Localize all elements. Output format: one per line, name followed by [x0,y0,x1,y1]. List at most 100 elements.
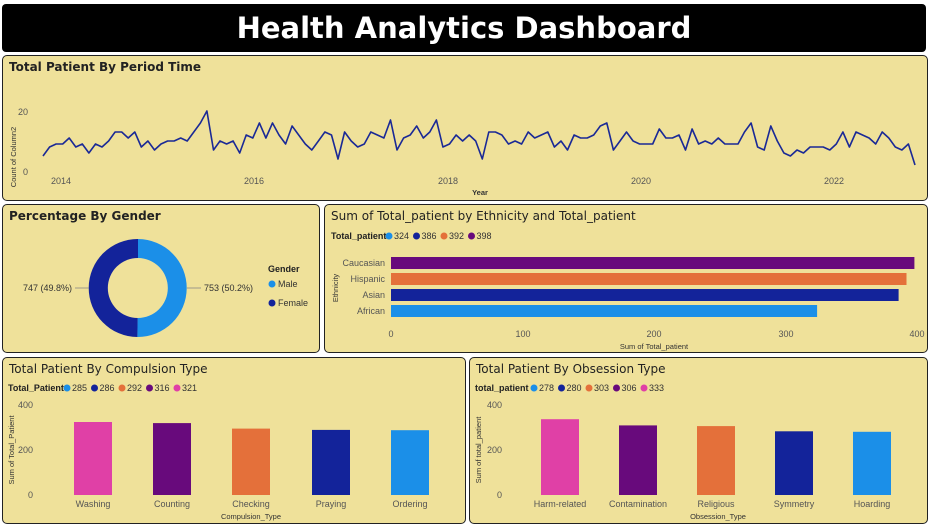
legend-item-label[interactable]: 398 [477,231,492,241]
legend-item-label[interactable]: 392 [449,231,464,241]
legend-marker [91,384,98,392]
x-tick-label: 0 [388,329,393,339]
timeline-chart: Count of Column2 0 20 2014 2016 2018 202… [9,107,916,197]
bar-symmetry[interactable] [775,431,813,495]
legend-marker [440,232,448,240]
category-label: Praying [316,499,347,509]
legend-marker [468,232,475,240]
obsession-legend-title: total_patient [475,383,529,393]
compulsion-panel[interactable]: Total Patient By Compulsion Type Total_P… [2,357,466,524]
category-label: Asian [362,290,385,300]
legend-item-label[interactable]: 280 [567,383,582,393]
bar-hoarding[interactable] [853,431,891,495]
category-label: Harm-related [534,499,587,509]
y-tick-label: 0 [23,167,28,177]
timeline-x-axis-label: Year [472,188,488,197]
legend-marker [118,384,126,392]
legend-item-label[interactable]: 324 [394,231,409,241]
compulsion-bar-chart: Total_Patient 285 286 292 316 321 Sum of Tot… [7,383,429,521]
gender-donut-chart: 747 (49.8%) 753 (50.2%) Gender Male Fema… [23,238,308,338]
category-label: Counting [154,499,190,509]
legend-female-marker [268,299,276,307]
legend-item-label[interactable]: 386 [422,231,437,241]
legend-item-label[interactable]: 286 [100,383,115,393]
category-label: Checking [232,499,270,509]
category-label: Symmetry [774,499,815,509]
category-label: Ordering [392,499,427,509]
legend-marker [530,384,538,392]
x-tick-label: 2022 [824,176,844,186]
category-label: African [357,306,385,316]
gender-panel[interactable]: Percentage By Gender 747 (49.8%) 753 (50… [2,204,320,353]
bar-religious[interactable] [697,426,735,495]
category-label: Caucasian [342,258,385,268]
ethnicity-bar-chart: Total_patient 324 386 392 398 Ethnicity Cau… [331,231,925,351]
obsession-panel[interactable]: Total Patient By Obsession Type total_pa… [469,357,928,524]
bar-checking[interactable] [232,428,270,495]
y-tick-label: 0 [28,490,33,500]
y-tick-label: 0 [497,490,502,500]
legend-item-label[interactable]: 278 [539,383,554,393]
bar-contamination[interactable] [619,425,657,495]
x-tick-label: 2020 [631,176,651,186]
timeline-title: Total Patient By Period Time [9,60,202,74]
gender-title: Percentage By Gender [9,209,161,223]
legend-marker [558,384,565,392]
category-label: Washing [76,499,111,509]
x-tick-label: 2014 [51,176,71,186]
legend-marker [640,384,648,392]
bar-asian[interactable] [391,289,899,301]
legend-item-label[interactable]: 292 [127,383,142,393]
y-tick-label: 20 [18,107,28,117]
legend-marker [63,384,71,392]
male-data-label: 753 (50.2%) [204,283,253,293]
ethnicity-title: Sum of Total_patient by Ethnicity and To… [331,209,636,223]
y-tick-label: 400 [18,400,33,410]
legend-male-label[interactable]: Male [278,279,298,289]
bar-ordering[interactable] [391,430,429,495]
ethnicity-y-axis-label: Ethnicity [331,274,340,303]
ethnicity-legend-title: Total_patient [331,231,386,241]
legend-marker [413,232,420,240]
legend-item-label[interactable]: 303 [594,383,609,393]
legend-female-label[interactable]: Female [278,298,308,308]
compulsion-legend-title: Total_Patient [8,383,64,393]
bar-counting[interactable] [153,423,191,495]
legend-item-label[interactable]: 306 [622,383,637,393]
donut-slice-male[interactable] [137,239,187,338]
x-tick-label: 400 [909,329,924,339]
legend-item-label[interactable]: 285 [72,383,87,393]
legend-item-label[interactable]: 321 [182,383,197,393]
donut-slice-female[interactable] [88,238,138,337]
timeline-y-axis-label: Count of Column2 [9,127,18,187]
bar-praying[interactable] [312,429,350,495]
legend-marker [385,232,393,240]
ethnicity-x-axis-label: Sum of Total_patient [620,342,689,351]
obsession-title: Total Patient By Obsession Type [476,362,666,376]
legend-item-label[interactable]: 316 [155,383,170,393]
x-tick-label: 2018 [438,176,458,186]
y-tick-label: 200 [487,445,502,455]
bar-african[interactable] [391,305,818,317]
obsession-x-axis-label: Obsession_Type [690,512,746,521]
legend-male-marker [268,280,276,288]
bar-caucasian[interactable] [391,257,915,269]
bar-hispanic[interactable] [391,273,907,285]
obsession-y-axis-label: Sum of total_patient [474,416,483,484]
timeline-panel[interactable]: Total Patient By Period Time Count of Co… [2,55,928,201]
compulsion-x-axis-label: Compulsion_Type [221,512,281,521]
bar-harm-related[interactable] [541,419,579,495]
legend-item-label[interactable]: 333 [649,383,664,393]
category-label: Hispanic [350,274,385,284]
legend-marker [146,384,153,392]
category-label: Religious [697,499,735,509]
ethnicity-panel[interactable]: Sum of Total_patient by Ethnicity and To… [324,204,928,353]
dashboard-header: Health Analytics Dashboard [2,4,926,52]
obsession-bar-chart: total_patient 278 280 303 306 333 Sum of tot… [474,383,891,521]
bar-washing[interactable] [74,422,112,495]
x-tick-label: 200 [646,329,661,339]
gender-legend-title: Gender [268,264,300,274]
timeline-series-line [42,110,916,166]
x-tick-label: 2016 [244,176,264,186]
legend-marker [173,384,181,392]
